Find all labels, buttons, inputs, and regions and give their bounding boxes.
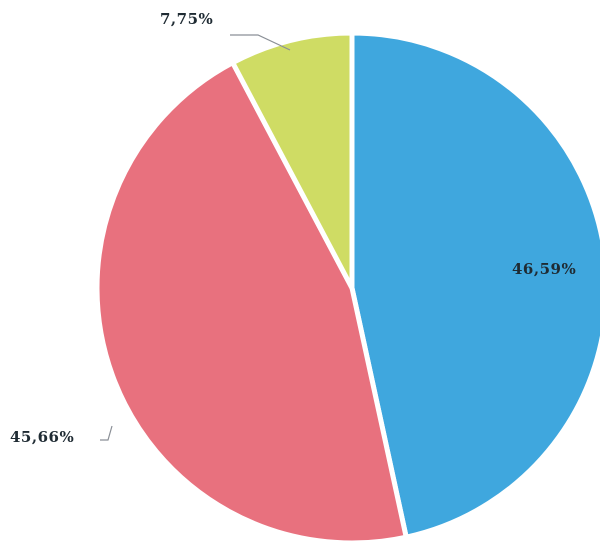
data-label-slice-2: 45,66% xyxy=(10,428,75,446)
leader-line-small-slice xyxy=(230,34,291,51)
pie-slice-3 xyxy=(230,30,355,291)
data-label-slice-1: 46,59% xyxy=(512,260,577,278)
pie-slice-2 xyxy=(94,60,409,541)
pie-slice-1 xyxy=(349,30,600,540)
leader-line-left-slice xyxy=(100,425,113,441)
data-label-slice-3: 7,75% xyxy=(160,10,214,28)
